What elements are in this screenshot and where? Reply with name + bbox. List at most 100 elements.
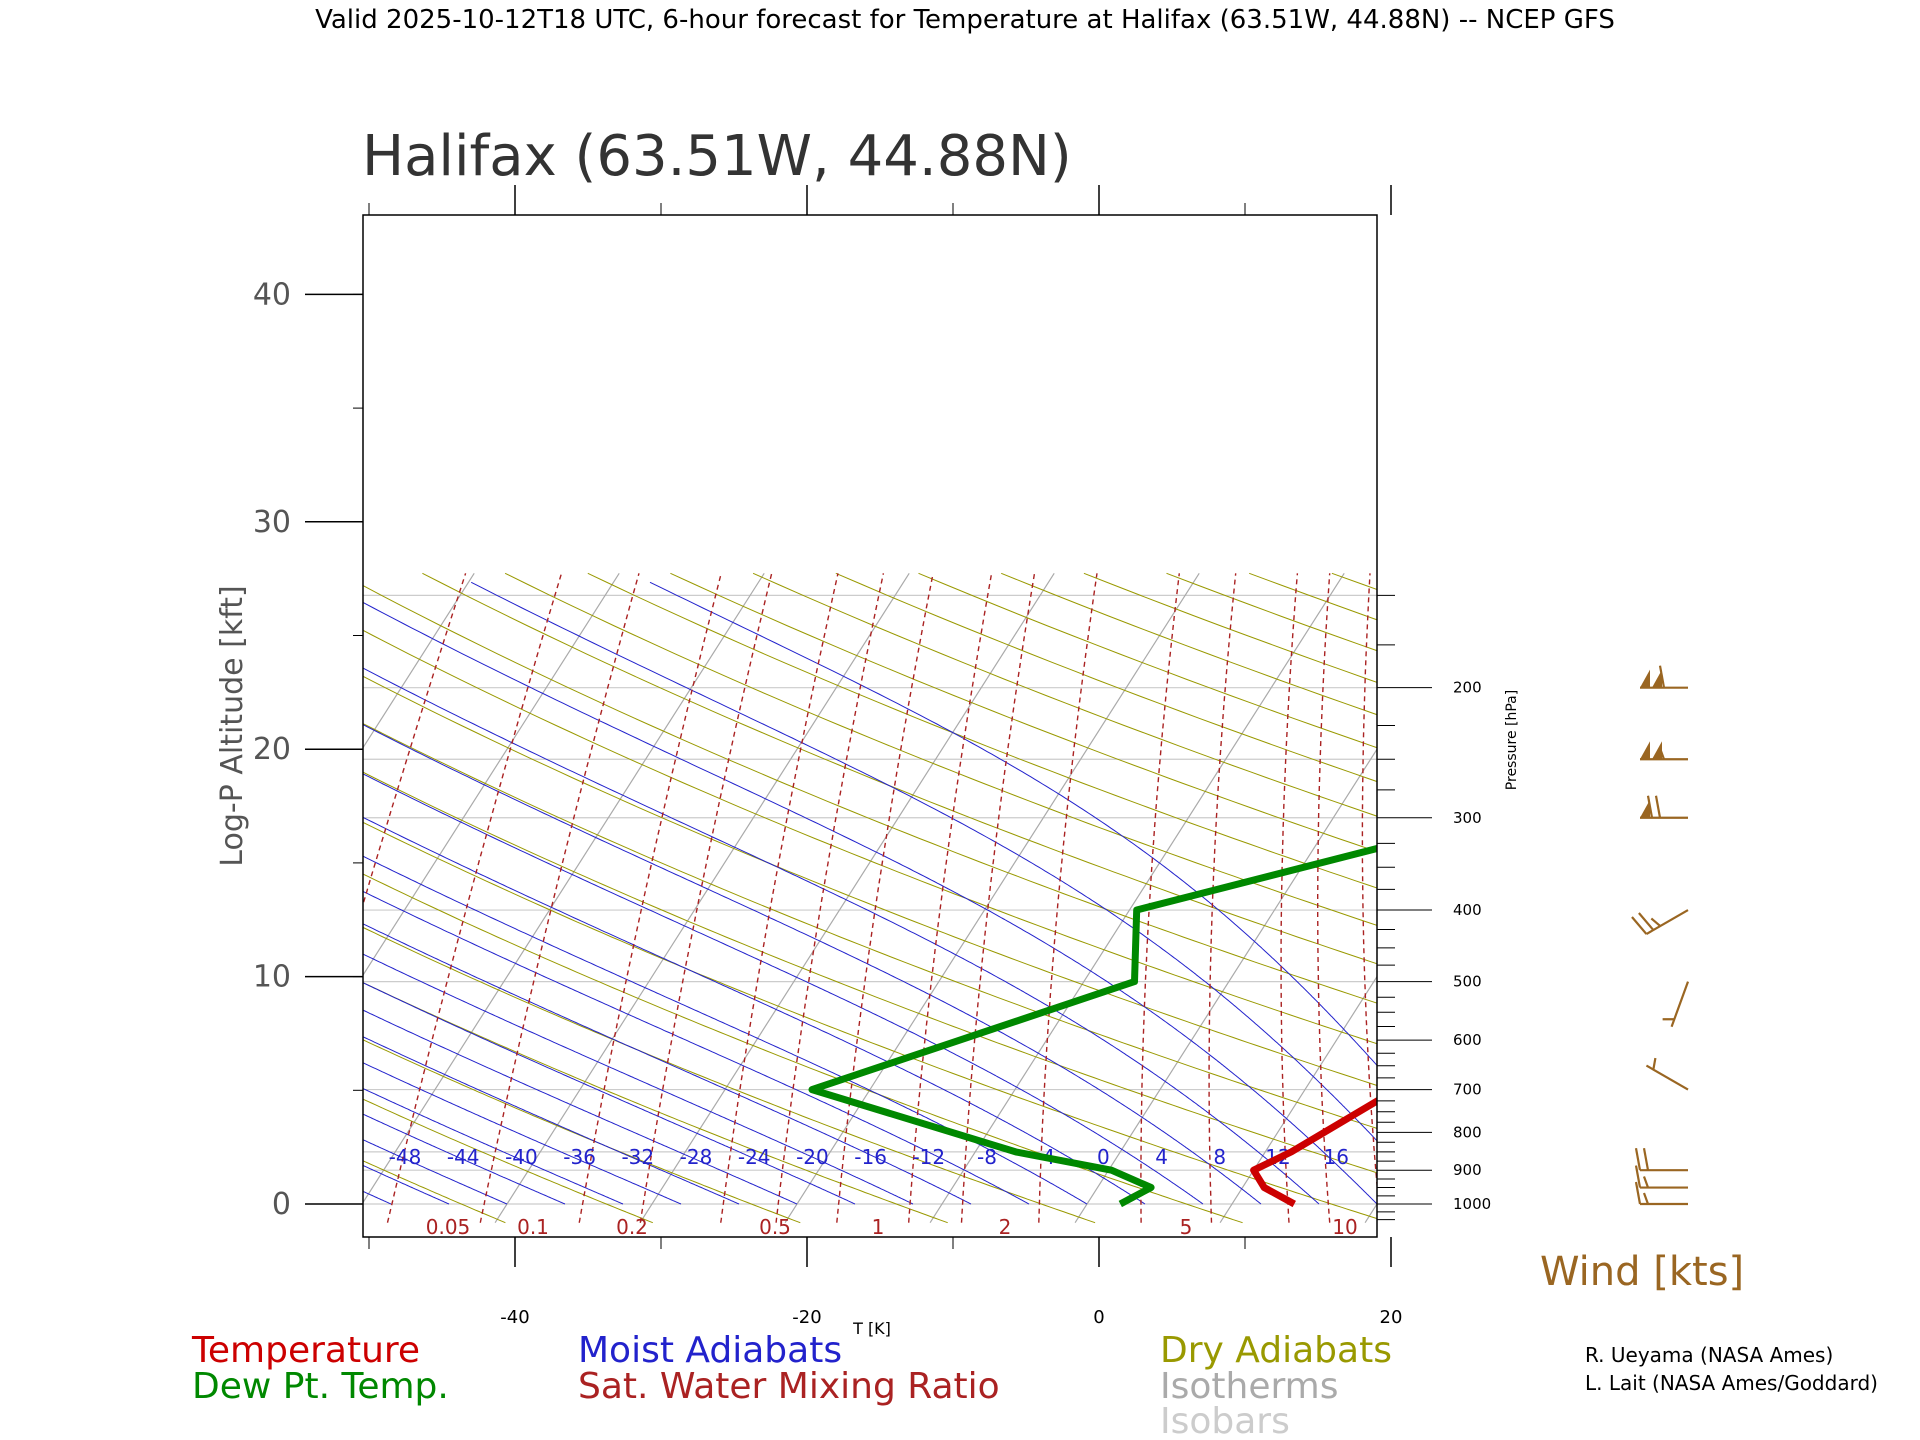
mixing-ratio-line [1316,573,1331,1223]
plot-frame [362,214,1378,1238]
moist-adiabat-label: 4 [1155,1145,1168,1169]
legend-dewpoint: Dew Pt. Temp. [192,1366,449,1407]
dry-adiabat-line [587,572,1377,889]
moist-adiabat-line [363,667,1320,1205]
dry-adiabat-line [752,572,1377,817]
dry-adiabat-line [363,675,1377,1087]
isotherm-line [363,572,475,749]
dry-adiabat-line [363,629,1377,1045]
mixing-ratio-line [1361,573,1377,1193]
moist-adiabat-line [363,601,1377,1205]
dry-adiabat-line [363,1160,506,1224]
isotherm-line [639,572,1055,1224]
wind-barbs-layer [1631,665,1690,1206]
moist-adiabat-line [649,581,1377,1067]
isotherm-line [494,572,910,1224]
pressure-axis-label: Pressure [hPa] [1504,690,1520,790]
wind-barb-feather [1646,795,1654,818]
moist-adiabat-line [363,1164,450,1205]
moist-adiabat-line [363,724,1262,1205]
moist-adiabat-line [363,816,1146,1205]
wind-barb [1634,1165,1688,1189]
y-tick-label: 10 [253,960,291,995]
pressure-tick-label: 300 [1453,809,1482,827]
mixing-ratio-line [1208,573,1237,1223]
dry-adiabat-line [363,1098,653,1224]
dewpoint-profile-line [808,844,1377,1208]
mixing-ratio-label: 1 [872,1215,885,1239]
dry-adiabat-line [363,585,1377,1004]
wind-barb-pennant [1640,799,1650,818]
pressure-tick-label: 1000 [1453,1195,1491,1213]
mixing-ratio-line [836,573,934,1223]
moist-adiabat-line [363,1062,682,1205]
isotherm-line [784,572,1200,1224]
wind-barb [1662,981,1690,1028]
moist-adiabat-label: 8 [1213,1145,1226,1169]
page-header-title: Valid 2025-10-12T18 UTC, 6-hour forecast… [315,5,1615,35]
pressure-tick-label: 200 [1453,679,1482,697]
dry-adiabat-line [422,572,1377,965]
mixing-ratio-label: 0.05 [426,1215,471,1239]
mixing-ratio-line [1140,573,1180,1223]
moist-adiabat-line [363,1087,624,1205]
pressure-tick-label: 600 [1453,1031,1482,1049]
wind-barb [1640,665,1688,689]
moist-adiabat-label: -20 [796,1145,829,1169]
moist-adiabat-label: 0 [1097,1145,1110,1169]
legend-temperature: Temperature [191,1330,420,1371]
wind-barb-pennant [1652,741,1662,760]
wind-barb-feather [1634,1165,1642,1188]
mixing-ratio-label: 10 [1332,1215,1357,1239]
moist-adiabat-line [363,1139,508,1205]
legend-isobars: Isobars [1160,1401,1290,1440]
x-tick-label: -20 [792,1307,821,1328]
isotherm-line [929,572,1345,1224]
wind-barb-feather [1631,916,1648,935]
moist-adiabat-label: -16 [854,1145,887,1169]
moist-adiabat-line [363,890,1030,1205]
mixing-ratio-line [479,573,640,1223]
y-tick-label: 40 [253,277,291,312]
mixing-ratio-line [1038,573,1098,1223]
legend-mixing-ratio: Sat. Water Mixing Ratio [578,1366,1000,1407]
pressure-tick-label: 900 [1453,1161,1482,1179]
moist-adiabat-label: -24 [738,1145,771,1169]
moist-adiabat-line [363,855,1088,1205]
moist-adiabat-line [363,773,1204,1205]
mixing-ratio-label: 0.5 [759,1215,791,1239]
wind-barb [1631,909,1689,936]
wind-barb-feather [1638,912,1655,931]
wind-barb [1634,1181,1688,1206]
mixing-ratio-line [908,573,993,1223]
mixing-ratio-label: 0.1 [517,1215,549,1239]
wind-barb-feather [1654,795,1662,818]
moist-adiabat-line [363,1009,798,1205]
credit-1: R. Ueyama (NASA Ames) [1585,1343,1833,1367]
mixing-ratio-line [960,573,1036,1223]
dry-adiabat-line [670,572,1377,853]
wind-barb-feather [1642,1148,1650,1171]
legend-dry-adiabats: Dry Adiabats [1160,1330,1392,1371]
legend-isotherms: Isotherms [1160,1366,1338,1407]
dry-adiabat-line [363,982,948,1224]
x-tick-label: -40 [500,1307,529,1328]
y-tick-label: 0 [272,1187,291,1222]
x-tick-label: 0 [1093,1307,1104,1328]
moist-adiabat-label: -48 [389,1145,422,1169]
wind-barb-pennant [1640,669,1650,688]
legend-moist-adiabats: Moist Adiabats [578,1330,842,1371]
pressure-tick-label: 500 [1453,973,1482,991]
background-lines-layer [363,572,1377,1224]
dry-adiabat-line [363,821,1377,1220]
y-tick-label: 20 [253,732,291,767]
wind-barb [1645,1057,1689,1091]
moist-adiabat-label: -12 [912,1145,945,1169]
wind-barb-pennant [1652,669,1662,688]
moist-adiabat-line [363,1036,740,1205]
mixing-ratio-line [720,573,839,1223]
y-tick-label: 30 [253,505,291,540]
moist-adiabat-label: -40 [505,1145,538,1169]
profile-layer: -48 -44 -40 -36 -32 -28 -24 -20 -16 -12 -8 -4 0 4 8 12 1… [389,844,1377,1239]
